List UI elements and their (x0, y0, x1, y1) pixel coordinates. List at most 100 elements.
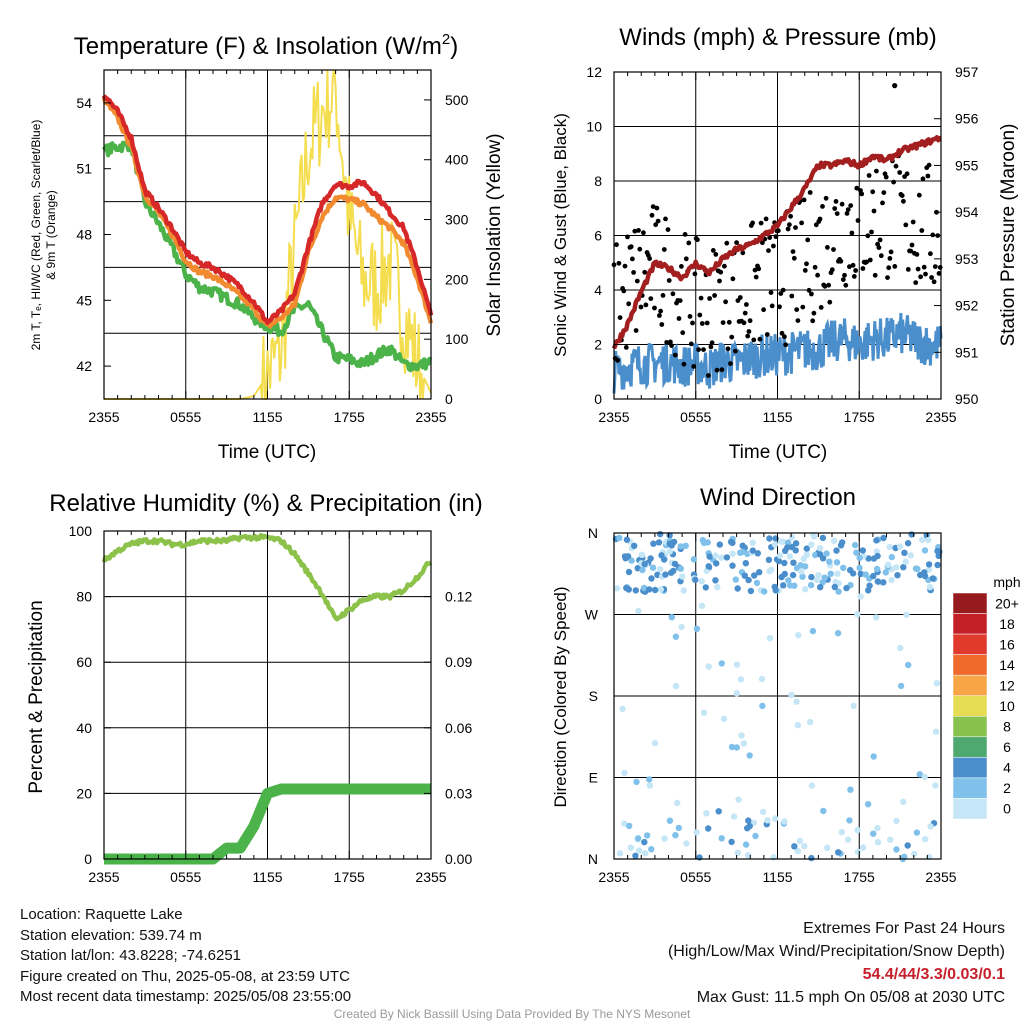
direction-point (696, 854, 703, 861)
y-tick-label-right: 956 (955, 111, 979, 127)
gust-point (919, 228, 925, 233)
gust-point (756, 266, 762, 272)
direction-point (904, 540, 912, 547)
gust-point (650, 204, 656, 210)
gust-point (717, 278, 722, 284)
direction-point (880, 579, 887, 586)
direction-point (803, 545, 810, 552)
direction-point (897, 644, 904, 652)
gust-point (893, 163, 899, 169)
direction-point (766, 568, 773, 575)
x-tick-label: 0555 (680, 409, 711, 425)
wind-direction-title: Wind Direction (700, 484, 856, 511)
direction-point (728, 838, 735, 846)
gust-point (636, 228, 641, 233)
direction-point (792, 540, 800, 547)
gust-point (800, 304, 806, 310)
x-tick-label: 1755 (334, 869, 365, 885)
y-tick-label-right: 951 (955, 344, 979, 360)
y-tick-label-right: 950 (955, 391, 979, 407)
direction-point (921, 572, 929, 580)
gust-point (810, 318, 816, 324)
direction-point (672, 832, 679, 839)
direction-point (857, 593, 864, 600)
direction-point (785, 577, 792, 584)
direction-point (786, 582, 794, 589)
direction-point (646, 586, 653, 593)
direction-point (873, 537, 880, 544)
gust-point (844, 211, 850, 216)
x-tick-label: 2355 (415, 869, 446, 885)
direction-point (907, 552, 914, 559)
y-tick-label-left: 45 (76, 292, 92, 308)
direction-point (786, 553, 793, 560)
humidity-panel: Relative Humidity (%) & Precipitation (i… (26, 490, 483, 885)
y-tick-label-right: 954 (955, 204, 979, 220)
y-tick-label-right: 0.06 (445, 720, 472, 736)
direction-point (744, 825, 751, 832)
gust-point (733, 348, 738, 354)
gust-point (845, 207, 851, 213)
y-tick-label-left: 42 (76, 358, 92, 374)
colorbar-swatch (952, 633, 988, 655)
gust-point (860, 266, 866, 271)
colorbar-tick-label: 18 (999, 616, 1015, 632)
direction-point (632, 852, 639, 859)
direction-point (640, 584, 648, 592)
gust-point (881, 190, 887, 196)
gust-point (811, 310, 817, 316)
gust-point (886, 265, 892, 271)
gust-point (633, 328, 639, 333)
gust-point (687, 314, 693, 319)
x-tick-label: 0555 (680, 869, 711, 885)
y-tick-label-right: 300 (445, 212, 469, 228)
gust-point (658, 308, 663, 314)
colorbar-tick-label: 20+ (995, 595, 1019, 611)
gust-point (850, 262, 856, 268)
gust-point (785, 226, 791, 232)
gust-point (914, 252, 920, 257)
gust-point (626, 301, 632, 307)
colorbar-swatch (952, 757, 988, 779)
direction-point (870, 753, 877, 760)
direction-point (880, 534, 887, 542)
gust-point (809, 291, 814, 297)
gust-point (724, 240, 730, 246)
direction-point (644, 832, 651, 839)
y-tick-label-left: 20 (76, 785, 92, 801)
gust-point (663, 216, 668, 222)
direction-point (749, 547, 756, 554)
colorbar-swatch (952, 736, 988, 758)
gust-point (876, 245, 882, 251)
direction-point (738, 732, 745, 739)
gust-point (778, 291, 784, 296)
gust-point (704, 320, 710, 326)
gust-point (746, 329, 752, 334)
gust-point (719, 367, 725, 373)
y-tick-label-right: 952 (955, 298, 979, 314)
gust-point (677, 298, 683, 303)
gust-point (817, 216, 823, 222)
y-tick-label-left: 80 (76, 589, 92, 605)
gust-point (628, 244, 634, 250)
direction-point (896, 543, 904, 550)
direction-point (734, 849, 741, 856)
gust-point (880, 200, 885, 206)
direction-point (873, 614, 880, 621)
direction-point (838, 829, 845, 836)
y-tick-label-left: 6 (594, 228, 602, 244)
gust-point (638, 304, 644, 310)
direction-point (735, 796, 742, 803)
direction-point (807, 718, 814, 726)
gust-point (855, 218, 861, 223)
gust-point (686, 240, 692, 246)
direction-point (834, 570, 841, 577)
gust-point (820, 204, 825, 209)
gust-point (859, 191, 865, 197)
y-tick-label-left: 51 (76, 161, 92, 177)
gust-point (615, 357, 621, 363)
x-tick-label: 1755 (844, 409, 875, 425)
station-elevation: Station elevation: 539.74 m (20, 926, 202, 944)
gust-point (794, 307, 800, 312)
gust-point (871, 208, 877, 214)
